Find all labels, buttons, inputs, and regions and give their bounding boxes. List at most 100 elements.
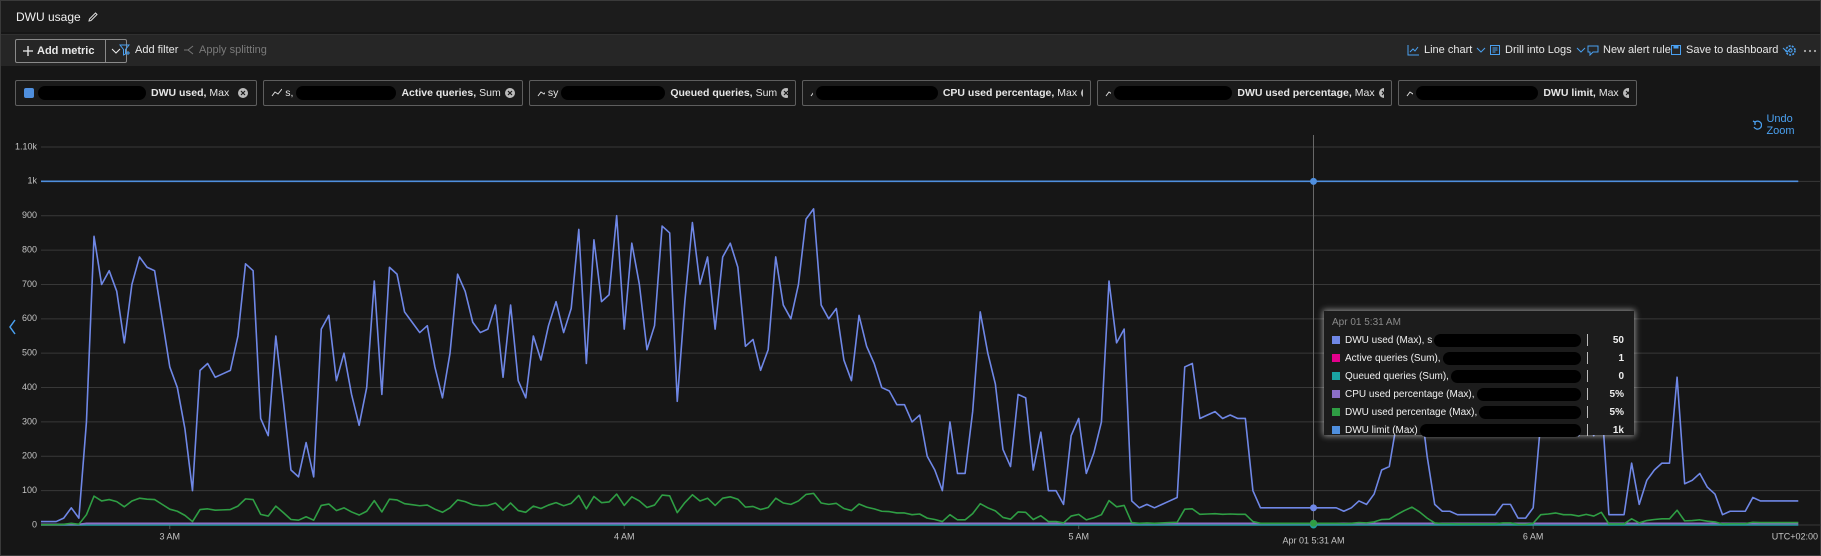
timezone-label: UTC+02:00 [1772, 531, 1818, 541]
tooltip-value: 5% [1609, 406, 1624, 418]
redacted [1419, 423, 1581, 437]
metric-pill[interactable]: DWU used, Max [15, 80, 257, 106]
legend-label: Active queries (Sum), [1345, 352, 1441, 364]
legend-swatch [1332, 408, 1340, 416]
remove-metric[interactable] [237, 87, 249, 99]
x-tick-label: 4 AM [614, 531, 635, 541]
remove-metric[interactable] [1622, 87, 1629, 99]
redacted [1476, 387, 1581, 401]
legend-label: CPU used percentage (Max), [1345, 388, 1475, 400]
redacted [561, 86, 666, 100]
pill-aggregation: Max [209, 87, 230, 99]
hover-point [1310, 177, 1318, 185]
redacted [1434, 333, 1581, 347]
undo-zoom-label: Undo Zoom [1766, 113, 1795, 137]
tooltip: Apr 01 5:31 AM DWU used (Max), s 50 Active… [1324, 311, 1634, 437]
tooltip-row: Queued queries (Sum), 0 [1332, 367, 1624, 385]
legend-swatch [1332, 372, 1340, 380]
y-tick-label: 800 [22, 244, 37, 254]
save-dashboard-button[interactable]: Save to dashboard [1670, 44, 1792, 56]
save-dashboard-label: Save to dashboard [1686, 44, 1779, 56]
y-tick-label: 700 [22, 279, 37, 289]
y-tick-label: 200 [22, 451, 37, 461]
y-tick-label: 900 [22, 210, 37, 220]
redacted [38, 86, 146, 100]
legend-swatch [1332, 426, 1340, 434]
tooltip-value: 5% [1609, 388, 1624, 400]
metric-pill[interactable]: sy Queued queries, Sum [529, 80, 796, 106]
tooltip-row: DWU used (Max), s 50 [1332, 331, 1624, 349]
scroll-left[interactable] [9, 319, 16, 335]
remove-metric[interactable] [504, 87, 515, 99]
add-filter-button[interactable]: Add filter [119, 44, 178, 56]
tooltip-row: Active queries (Sum), 1 [1332, 349, 1624, 367]
metric-pill[interactable]: s, Active queries, Sum [263, 80, 523, 106]
drill-logs-label: Drill into Logs [1505, 44, 1572, 56]
redacted [1450, 369, 1581, 383]
pill-aggregation: Max [1354, 87, 1375, 99]
separator [1587, 370, 1588, 382]
drill-logs-button[interactable]: Drill into Logs [1489, 44, 1586, 56]
add-metric-button[interactable]: Add metric [15, 39, 128, 63]
chart-type-button[interactable]: Line chart [1407, 44, 1486, 56]
pill-metric: DWU used, [151, 87, 207, 99]
legend-label: DWU used percentage (Max), [1345, 406, 1478, 418]
x-tick-label: 6 AM [1523, 531, 1544, 541]
redacted [815, 86, 938, 100]
tooltip-value: 0 [1618, 370, 1624, 382]
redacted [1416, 86, 1539, 100]
pill-prefix: sy [547, 87, 559, 99]
tooltip-row: DWU used percentage (Max), 5% [1332, 403, 1624, 421]
y-tick-label: 1.10k [15, 141, 38, 151]
pill-metric: DWU used percentage, [1237, 87, 1352, 99]
undo-zoom-button[interactable]: Undo Zoom [1752, 113, 1821, 137]
legend-swatch [1332, 354, 1340, 362]
legend-swatch [1332, 336, 1340, 344]
toolbar: Add metric Add filter Apply splitting Li… [1, 34, 1820, 66]
new-alert-label: New alert rule [1603, 44, 1671, 56]
tooltip-value: 1k [1612, 424, 1624, 436]
remove-metric[interactable] [1080, 87, 1083, 99]
y-tick-label: 500 [22, 348, 37, 358]
x-tick-label: 3 AM [160, 531, 181, 541]
separator [1587, 406, 1588, 418]
legend-label: Queued queries (Sum), [1345, 370, 1449, 382]
more-icon[interactable] [1803, 49, 1817, 53]
tooltip-value: 1 [1618, 352, 1624, 364]
settings-icon[interactable] [1784, 44, 1797, 57]
x-tick-label: 5 AM [1068, 531, 1089, 541]
y-tick-label: 1k [27, 176, 37, 186]
remove-metric[interactable] [1378, 87, 1384, 99]
separator [1587, 424, 1588, 436]
tooltip-title: Apr 01 5:31 AM [1332, 317, 1401, 328]
crosshair-label: Apr 01 5:31 AM [1282, 535, 1344, 545]
y-tick-label: 300 [22, 416, 37, 426]
hover-point [1310, 504, 1318, 512]
y-tick-label: 100 [22, 485, 37, 495]
y-tick-label: 0 [32, 519, 37, 529]
redacted [1114, 86, 1233, 100]
series-line [41, 492, 1799, 526]
add-metric-label: Add metric [37, 45, 95, 57]
series-line [41, 208, 1799, 523]
edit-icon[interactable] [87, 11, 99, 23]
tooltip-value: 50 [1612, 334, 1624, 346]
apply-splitting-button[interactable]: Apply splitting [183, 44, 267, 56]
separator [1587, 388, 1588, 400]
metric-pills: DWU used, Max s, Active queries, Sum sy … [15, 80, 1637, 106]
legend-label: DWU limit (Max) [1345, 424, 1418, 436]
metric-pill[interactable]: CPU used percentage, Max [802, 80, 1091, 106]
redacted [1442, 351, 1581, 365]
chart-title: DWU usage [16, 9, 81, 24]
metric-pill[interactable]: DWU used percentage, Max [1097, 80, 1392, 106]
tooltip-row: CPU used percentage (Max), 5% [1332, 385, 1624, 403]
pill-aggregation: Sum [479, 87, 501, 99]
remove-metric[interactable] [780, 87, 788, 99]
redacted [1479, 405, 1581, 419]
hover-point [1310, 519, 1318, 527]
new-alert-button[interactable]: New alert rule [1587, 44, 1671, 56]
separator [1587, 352, 1588, 364]
y-tick-label: 600 [22, 313, 37, 323]
pill-aggregation: Sum [755, 87, 778, 99]
metric-pill[interactable]: DWU limit, Max [1398, 80, 1637, 106]
